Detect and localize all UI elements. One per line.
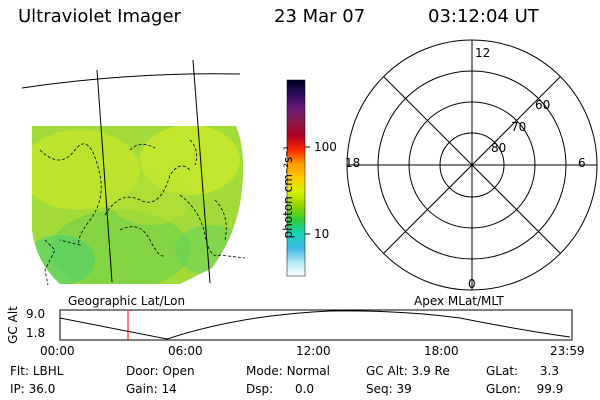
gain-value: 14 — [161, 382, 177, 396]
time-tick-0600: 06:00 — [168, 344, 203, 358]
mlt-label-18: 18 — [345, 156, 361, 170]
glon-label: GLon: — [486, 382, 521, 396]
mode-value: Normal — [286, 364, 330, 378]
gain-label: Gain: — [126, 382, 158, 396]
gcalt-value: 3.9 Re — [411, 364, 450, 378]
dsp-value: 0.0 — [294, 382, 315, 396]
seq-label: Seq: — [366, 382, 393, 396]
time-tick-2359: 23:59 — [550, 344, 585, 358]
dsp-label: Dsp: — [246, 382, 274, 396]
time-label: 03:12:04 UT — [428, 6, 539, 27]
time-tick-0000: 00:00 — [40, 344, 75, 358]
time-tick-1800: 18:00 — [424, 344, 459, 358]
instrument-title: Ultraviolet Imager — [18, 6, 181, 27]
altitude-curve — [59, 310, 571, 340]
filter-value: LBHL — [32, 364, 64, 378]
geo-grid — [21, 59, 241, 284]
altitude-plot — [59, 309, 573, 341]
coastlines — [39, 139, 246, 286]
lat-label-80: 80 — [491, 141, 507, 155]
seq-value: 39 — [396, 382, 412, 396]
colorbar-tick-100: 100 — [314, 140, 337, 154]
glat-label: GLat: — [486, 364, 519, 378]
gcalt-info: GC Alt: 3.9 Re — [366, 364, 450, 378]
door-info: Door: Open — [126, 364, 195, 378]
gain-info: Gain: 14 — [126, 382, 177, 396]
altitude-tick-high: 9.0 — [26, 307, 46, 321]
colorbar-unit-label: photon cm⁻²s⁻¹ — [281, 145, 295, 239]
mlt-label-6: 6 — [578, 156, 586, 170]
altitude-tick-low: 1.8 — [26, 326, 46, 340]
door-value: Open — [162, 364, 195, 378]
mode-label: Mode: — [246, 364, 283, 378]
dsp-info: Dsp: 0.0 — [246, 382, 314, 396]
filter-label: Flt: — [10, 364, 29, 378]
polar-caption: Apex MLat/MLT — [414, 294, 504, 308]
colorbar — [286, 79, 310, 277]
lat-label-70: 70 — [511, 120, 527, 134]
ip-label: IP: — [10, 382, 25, 396]
date-label: 23 Mar 07 — [274, 6, 366, 27]
filter-info: Flt: LBHL — [10, 364, 63, 378]
mlt-label-0: 0 — [468, 277, 476, 291]
door-label: Door: — [126, 364, 159, 378]
mode-info: Mode: Normal — [246, 364, 330, 378]
seq-info: Seq: 39 — [366, 382, 412, 396]
image-caption: Geographic Lat/Lon — [68, 294, 186, 308]
lat-label-60: 60 — [535, 98, 551, 112]
gcalt-label: GC Alt: — [366, 364, 408, 378]
glon-value: 99.9 — [536, 382, 564, 396]
colorbar-tick-10: 10 — [314, 227, 330, 241]
glat-value: 3.3 — [539, 364, 560, 378]
glon-info: GLon: 99.9 — [486, 382, 563, 396]
glat-info: GLat: 3.3 — [486, 364, 559, 378]
aurora-image[interactable] — [20, 59, 246, 290]
ip-value: 36.0 — [28, 382, 56, 396]
ip-info: IP: 36.0 — [10, 382, 55, 396]
time-tick-1200: 12:00 — [296, 344, 331, 358]
altitude-axis-label: GC Alt — [6, 306, 20, 344]
mlt-label-12: 12 — [475, 46, 491, 60]
polar-grid — [346, 39, 598, 291]
